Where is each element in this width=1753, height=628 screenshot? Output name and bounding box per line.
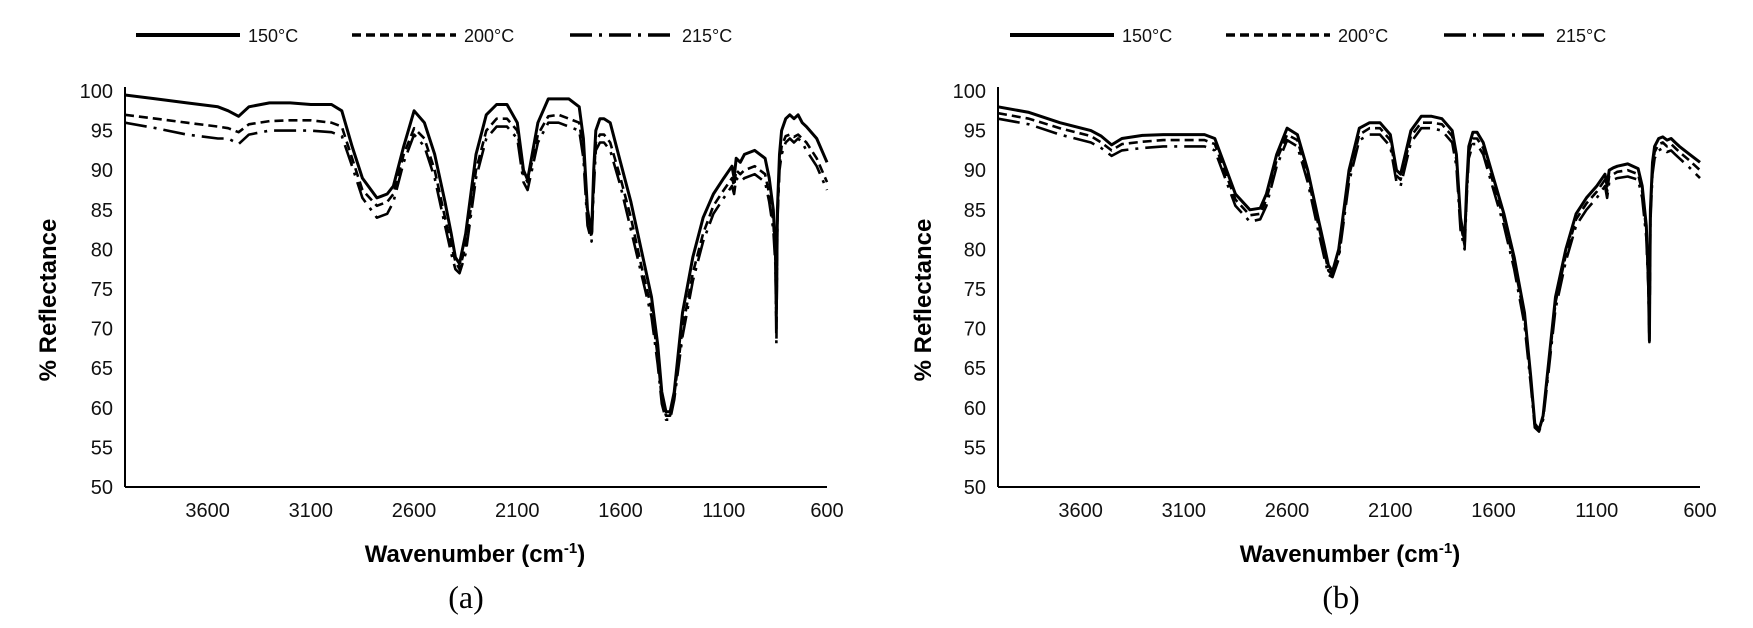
x-axis-title-b: Wavenumber (cm-1)	[1240, 540, 1461, 568]
x-axis-title-a: Wavenumber (cm-1)	[365, 540, 586, 568]
panel-label-a: (a)	[448, 579, 484, 615]
y-tick-label: 100	[953, 81, 986, 103]
y-tick-label: 70	[964, 319, 986, 341]
y-tick-label: 50	[964, 477, 986, 499]
series-line-solid	[124, 93, 829, 414]
panel-b: 150°C 200°C 215°C % Reflectance Wavenumb…	[910, 26, 1717, 615]
series-line-solid	[997, 105, 1701, 432]
x-tick-label: 1100	[702, 500, 745, 522]
legend-label-200: 200°C	[464, 26, 514, 46]
y-tick-label: 85	[91, 200, 113, 222]
x-tick-label: 2100	[1368, 500, 1413, 522]
y-tick-label: 95	[964, 121, 986, 143]
x-tick-label: 3100	[289, 500, 334, 522]
legend-label-215: 215°C	[682, 26, 732, 46]
x-tick-label: 600	[1683, 500, 1716, 522]
legend-a: 150°C 200°C 215°C	[136, 26, 732, 46]
x-tick-label: 1600	[598, 500, 643, 522]
x-tick-label: 3600	[1058, 500, 1103, 522]
series-line-dashed	[997, 111, 1701, 432]
x-tick-label: 1100	[1575, 500, 1618, 522]
legend-label-215: 215°C	[1556, 26, 1606, 46]
legend-label-200: 200°C	[1338, 26, 1388, 46]
panel-a: 150°C 200°C 215°C % Reflectance Wavenumb…	[35, 26, 844, 615]
y-tick-label: 90	[91, 160, 113, 182]
y-tick-label: 70	[91, 319, 113, 341]
y-tick-label: 50	[91, 477, 113, 499]
y-axis-title-a: % Reflectance	[35, 219, 62, 382]
y-tick-label: 65	[964, 358, 986, 380]
panel-label-b: (b)	[1322, 579, 1359, 615]
y-tick-label: 100	[80, 81, 113, 103]
x-tick-label: 3600	[185, 500, 230, 522]
y-tick-label: 60	[91, 398, 113, 420]
y-tick-label: 65	[91, 358, 113, 380]
x-tick-label: 1600	[1471, 500, 1516, 522]
legend-label-150: 150°C	[1122, 26, 1172, 46]
series-line-dashed	[124, 113, 829, 417]
legend-b: 150°C 200°C 215°C	[1010, 26, 1606, 46]
x-tick-label: 600	[810, 500, 843, 522]
y-tick-label: 90	[964, 160, 986, 182]
y-tick-label: 85	[964, 200, 986, 222]
y-tick-label: 75	[964, 279, 986, 301]
y-tick-label: 55	[964, 437, 986, 459]
y-axis-title-b: % Reflectance	[910, 219, 937, 382]
x-tick-label: 3100	[1162, 500, 1207, 522]
series-line-dashdot	[124, 121, 829, 421]
x-tick-label: 2600	[392, 500, 437, 522]
y-tick-label: 80	[964, 239, 986, 261]
y-tick-label: 55	[91, 437, 113, 459]
y-tick-label: 80	[91, 239, 113, 261]
x-tick-label: 2600	[1265, 500, 1310, 522]
legend-label-150: 150°C	[248, 26, 298, 46]
y-tick-label: 95	[91, 121, 113, 143]
y-tick-label: 60	[964, 398, 986, 420]
y-tick-label: 75	[91, 279, 113, 301]
x-tick-label: 2100	[495, 500, 540, 522]
